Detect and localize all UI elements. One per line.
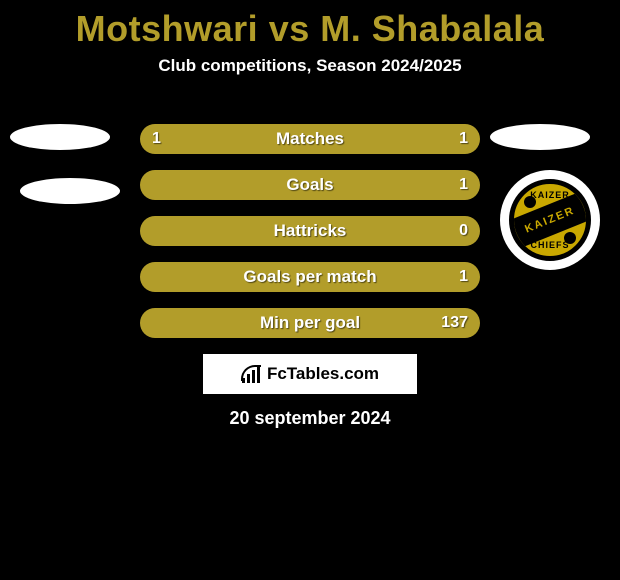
stat-row: Goals 1 xyxy=(140,170,480,200)
stat-value-right: 1 xyxy=(459,268,468,286)
date-text: 20 september 2024 xyxy=(0,408,620,429)
stat-row: Hattricks 0 xyxy=(140,216,480,246)
page-title: Motshwari vs M. Shabalala xyxy=(0,0,620,50)
stat-label: Hattricks xyxy=(274,221,347,241)
player-right-photo-placeholder xyxy=(490,124,590,150)
stat-value-right: 0 xyxy=(459,222,468,240)
club-badge: KAIZER KAIZER CHIEFS xyxy=(500,170,600,270)
soccer-ball-icon xyxy=(524,196,536,208)
stat-value-right: 137 xyxy=(441,314,468,332)
stat-row: Min per goal 137 xyxy=(140,308,480,338)
brand-text: FcTables.com xyxy=(267,364,379,384)
stat-label: Min per goal xyxy=(260,313,360,333)
player-left-photo-placeholder-1 xyxy=(10,124,110,150)
club-badge-inner: KAIZER KAIZER CHIEFS xyxy=(509,179,591,261)
stat-label: Matches xyxy=(276,129,344,149)
stat-row: Matches 1 1 xyxy=(140,124,480,154)
stat-label: Goals xyxy=(286,175,333,195)
club-badge-diag-text: KAIZER xyxy=(523,205,577,236)
stat-value-right: 1 xyxy=(459,176,468,194)
stat-label: Goals per match xyxy=(243,267,376,287)
club-badge-bottom-text: CHIEFS xyxy=(520,240,580,250)
stats-container: Matches 1 1 Goals 1 Hattricks 0 Goals per match… xyxy=(140,124,480,354)
stat-value-left: 1 xyxy=(152,130,161,148)
player-left-photo-placeholder-2 xyxy=(20,178,120,204)
chart-icon xyxy=(241,365,263,383)
stat-row: Goals per match 1 xyxy=(140,262,480,292)
brand-box: FcTables.com xyxy=(203,354,417,394)
subtitle: Club competitions, Season 2024/2025 xyxy=(0,56,620,76)
stat-value-right: 1 xyxy=(459,130,468,148)
